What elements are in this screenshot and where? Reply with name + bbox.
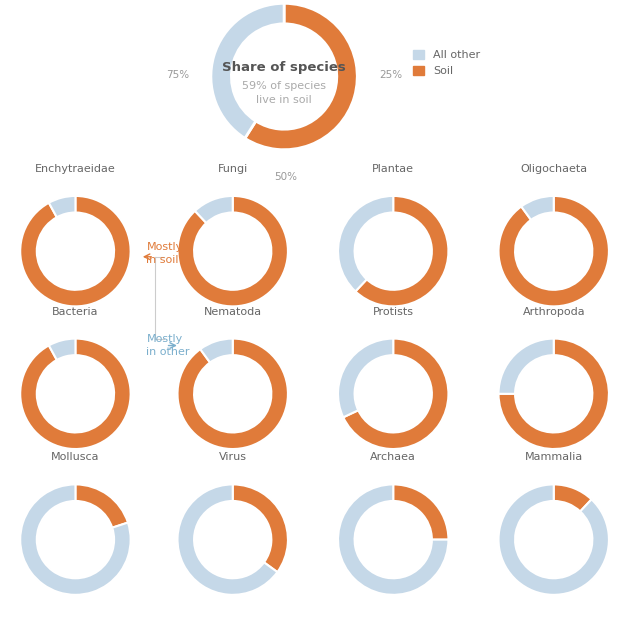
- Text: Mostly
in soil: Mostly in soil: [146, 242, 182, 265]
- Wedge shape: [75, 484, 128, 527]
- Wedge shape: [499, 196, 609, 306]
- Text: 59% of species
live in soil: 59% of species live in soil: [242, 81, 326, 105]
- Wedge shape: [393, 484, 448, 540]
- Wedge shape: [499, 339, 554, 394]
- Wedge shape: [21, 339, 130, 449]
- Text: Fungi: Fungi: [218, 164, 248, 174]
- Wedge shape: [200, 339, 233, 363]
- Wedge shape: [195, 196, 233, 223]
- Text: 25%: 25%: [379, 70, 403, 80]
- Wedge shape: [498, 339, 609, 449]
- Wedge shape: [343, 339, 448, 449]
- Text: Oligochaeta: Oligochaeta: [520, 164, 587, 174]
- Wedge shape: [338, 484, 448, 595]
- Wedge shape: [338, 339, 394, 417]
- Text: Mostly
in other: Mostly in other: [146, 334, 190, 357]
- Wedge shape: [178, 196, 288, 306]
- Wedge shape: [338, 196, 394, 292]
- Text: Mollusca: Mollusca: [51, 452, 100, 462]
- Wedge shape: [499, 484, 609, 595]
- Wedge shape: [49, 196, 76, 217]
- Wedge shape: [553, 484, 591, 512]
- Text: Enchytraeidae: Enchytraeidae: [35, 164, 116, 174]
- Text: Nematoda: Nematoda: [204, 306, 262, 316]
- Wedge shape: [21, 484, 131, 595]
- Text: Plantae: Plantae: [372, 164, 414, 174]
- Text: Arthropoda: Arthropoda: [523, 306, 585, 316]
- Text: Share of species: Share of species: [222, 61, 346, 74]
- Legend: All other, Soil: All other, Soil: [413, 50, 480, 76]
- Wedge shape: [232, 484, 288, 572]
- Wedge shape: [178, 339, 288, 449]
- Wedge shape: [49, 339, 76, 360]
- Wedge shape: [211, 3, 284, 138]
- Wedge shape: [21, 196, 130, 306]
- Text: 75%: 75%: [166, 70, 189, 80]
- Wedge shape: [356, 196, 448, 306]
- Wedge shape: [521, 196, 554, 220]
- Text: Protists: Protists: [373, 306, 413, 316]
- Text: 50%: 50%: [274, 172, 297, 182]
- Wedge shape: [245, 3, 357, 150]
- Wedge shape: [178, 484, 277, 595]
- Text: Bacteria: Bacteria: [52, 306, 99, 316]
- Text: Archaea: Archaea: [370, 452, 416, 462]
- Text: Mammalia: Mammalia: [525, 452, 583, 462]
- Text: Virus: Virus: [219, 452, 247, 462]
